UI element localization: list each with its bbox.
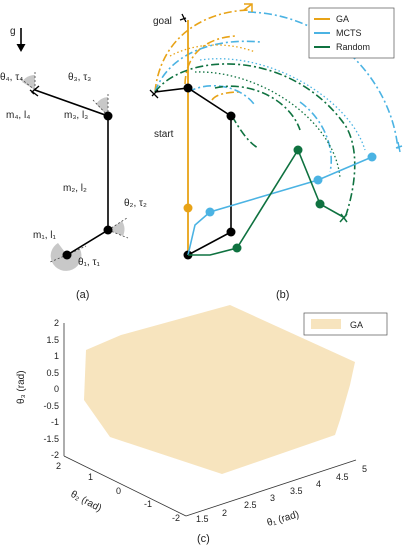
x-axis-ticks: 1.5 2 2.5 3 3.5 4 4.5 5 [196,464,367,524]
theta4-label: θ₄, τ₄ [0,72,23,83]
mcts-arc-right [299,101,332,173]
x-tick: 1.5 [196,514,209,524]
z-tick: 1.5 [46,335,59,345]
y-axis-label: θ₂ (rad) [69,489,104,514]
random-arc-inner [231,115,259,149]
panel-c-caption: (c) [197,533,210,545]
mcts-arc-inner [187,84,255,105]
mcts-joint-3 [367,152,377,162]
z-tick: 2 [54,318,59,328]
ga-arc-mid [184,35,236,85]
goal-tip-icon [179,13,187,23]
z-tick: -0.5 [43,401,59,411]
z-axis-label: θ₃ (rad) [16,370,27,404]
arm-links [34,89,109,256]
z-tick: -1.5 [43,434,59,444]
link2-label: m₂, l₂ [63,183,87,194]
joint-1 [62,250,72,260]
legend-mcts-label: MCTS [336,28,362,38]
theta3-wedge [96,97,108,116]
random-arc-outer [154,63,356,219]
panel-c-legend: GA [303,312,388,336]
x-tick: 4.5 [336,472,349,482]
axis-frame [63,323,357,517]
x-tick: 4 [316,479,321,489]
start-joint-2 [226,111,236,121]
y-tick: -1 [144,499,152,509]
x-tick: 2.5 [244,500,257,510]
y-tick: 2 [56,461,61,471]
mcts-tip-icon [395,141,403,153]
gravity-label: g [10,26,16,37]
legend-random-label: Random [336,42,370,52]
random-joint-3 [315,199,325,209]
theta2-wedge [108,221,125,236]
legend-ga-fill-label: GA [350,320,363,330]
start-tip-icon [149,89,159,99]
z-tick: 1 [54,351,59,361]
z-tick: 0.5 [46,368,59,378]
link4-label: m₄, l₄ [6,110,30,121]
y-tick: -2 [172,513,180,523]
gravity-arrow-icon [16,28,26,52]
ga-tip-icon [243,3,253,12]
y-tick: 0 [116,486,121,496]
ga-arc-inner [211,91,241,101]
start-joint-1 [226,227,236,237]
random-dotted-arc [194,71,341,179]
link1-label: m₁, l₁ [33,230,56,241]
y-axis-ticks: 2 1 0 -1 -2 [56,461,180,523]
start-configuration [154,87,232,256]
random-configuration [188,148,346,256]
theta4-wedge [22,74,35,90]
z-tick: -2 [51,450,59,460]
legend-ga-fill-swatch [311,319,341,329]
panel-c: 2 1.5 1 0.5 0 -0.5 -1 -1.5 -2 2 1 0 -1 -… [16,305,388,545]
start-label: start [154,129,174,140]
legend-ga-label: GA [336,14,349,24]
x-tick: 2 [222,508,227,518]
ga-reachable-volume [84,305,355,474]
x-tick: 3.5 [290,486,303,496]
random-tip-icon [339,213,348,223]
mcts-joint-1 [205,207,215,217]
random-joint-1 [232,243,242,253]
panel-a-caption: (a) [76,289,89,301]
theta2-label: θ₂, τ₂ [124,198,147,209]
theta1-label: θ₁, τ₁ [78,257,100,268]
x-tick: 5 [362,464,367,474]
panel-a: g θ₄, τ₄ θ₃, τ₃ m₄ [0,26,147,301]
ga-dotted-arc [169,44,256,57]
z-tick: 0 [54,384,59,394]
y-tick: 1 [88,472,93,482]
panel-b: goal start GA MCTS Random (b) [149,3,403,301]
random-arc-mid [214,85,301,131]
start-joint-3 [183,83,193,93]
panel-b-caption: (b) [276,289,289,301]
goal-label: goal [153,16,172,27]
z-axis-ticks: 2 1.5 1 0.5 0 -0.5 -1 -1.5 -2 [43,318,59,460]
link3-label: m₃, l₃ [64,110,88,121]
ga-joint-1 [183,203,193,213]
x-axis-label: θ₁ (rad) [266,509,301,529]
joint-2 [103,225,113,235]
end-effector-icon [29,85,40,97]
x-tick: 3 [270,493,275,503]
ga-arc-outer [154,9,249,93]
theta3-label: θ₃, τ₃ [68,72,91,83]
mcts-dotted-arc [199,58,366,151]
panel-b-legend: GA MCTS Random [308,7,395,59]
mcts-joint-2 [313,175,323,185]
random-joint-2 [293,145,303,155]
joint-3 [103,111,113,121]
z-tick: -1 [51,417,59,427]
